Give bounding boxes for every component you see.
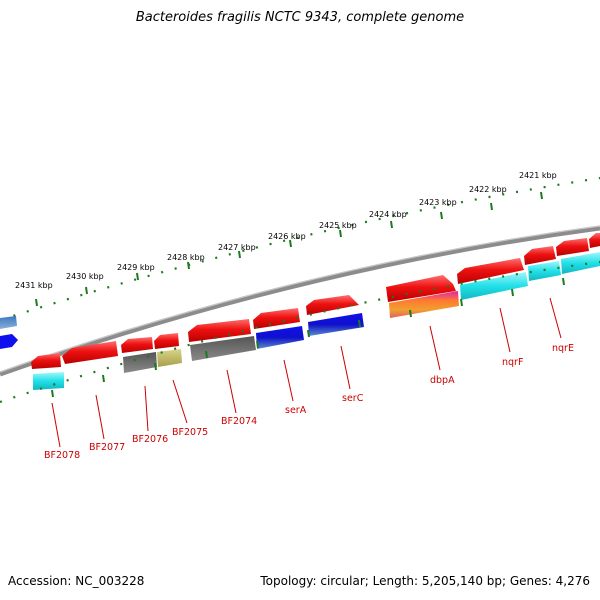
cds-features	[33, 252, 600, 390]
kbp-label: 2424 kbp	[369, 210, 407, 219]
cds-feature	[123, 352, 157, 373]
kbp-label: 2427 kbp	[218, 243, 256, 252]
cds-feature	[33, 372, 64, 390]
label-leaders	[51, 297, 562, 448]
gene-label: BF2074	[221, 416, 257, 427]
gene-arrow	[253, 308, 300, 329]
gene-label: nqrF	[502, 357, 523, 368]
gene-arrow	[154, 333, 179, 349]
kbp-label: 2421 kbp	[519, 171, 557, 180]
gene-arrow	[386, 275, 456, 302]
gene-arrow	[306, 295, 359, 315]
gene-arrow	[457, 258, 524, 284]
cds-feature	[0, 334, 18, 349]
kbp-label: 2426 kbp	[268, 232, 306, 241]
cds-feature	[157, 349, 182, 367]
gene-arrows	[31, 233, 600, 369]
kbp-label: 2425 kbp	[319, 221, 357, 230]
gene-label: nqrE	[552, 343, 574, 354]
inner-tick-row	[0, 260, 600, 404]
genome-summary-text: Topology: circular; Length: 5,205,140 bp…	[260, 574, 590, 588]
cds-feature	[0, 316, 17, 329]
gene-arrow	[31, 353, 61, 369]
gene-label: dbpA	[430, 375, 455, 386]
accession-text: Accession: NC_003228	[8, 574, 145, 588]
kbp-label: 2430 kbp	[66, 272, 104, 281]
gene-label: BF2075	[172, 427, 208, 438]
gene-arrow	[62, 341, 118, 364]
gene-labels: BF2078 BF2077 BF2076 BF2075 BF2074 serA …	[44, 343, 574, 461]
gene-arrow	[589, 233, 600, 248]
gene-label: serC	[342, 393, 364, 404]
gene-arrow	[524, 246, 556, 265]
cds-feature	[561, 252, 600, 274]
gene-arrow	[556, 238, 589, 256]
gene-label: BF2078	[44, 450, 80, 461]
gene-arrow	[188, 319, 251, 342]
gene-arrow	[121, 337, 153, 353]
cds-feature	[389, 291, 459, 318]
cds-feature	[256, 326, 304, 349]
gene-label: BF2077	[89, 442, 125, 453]
kbp-label: 2423 kbp	[419, 198, 457, 207]
gene-label: BF2076	[132, 434, 168, 445]
outer-tick-row	[0, 176, 600, 322]
genome-backbone	[0, 225, 600, 377]
gene-label: serA	[285, 405, 307, 416]
cds-feature	[308, 313, 364, 336]
kbp-label: 2431 kbp	[15, 281, 53, 290]
kbp-label: 2429 kbp	[117, 263, 155, 272]
kbp-label: 2422 kbp	[469, 185, 507, 194]
kbp-labels: 2431 kbp 2430 kbp 2429 kbp 2428 kbp 2427…	[15, 171, 557, 290]
kbp-label: 2428 kbp	[167, 253, 205, 262]
map-title: Bacteroides fragilis NCTC 9343, complete…	[135, 10, 465, 25]
cds-feature	[460, 272, 528, 300]
